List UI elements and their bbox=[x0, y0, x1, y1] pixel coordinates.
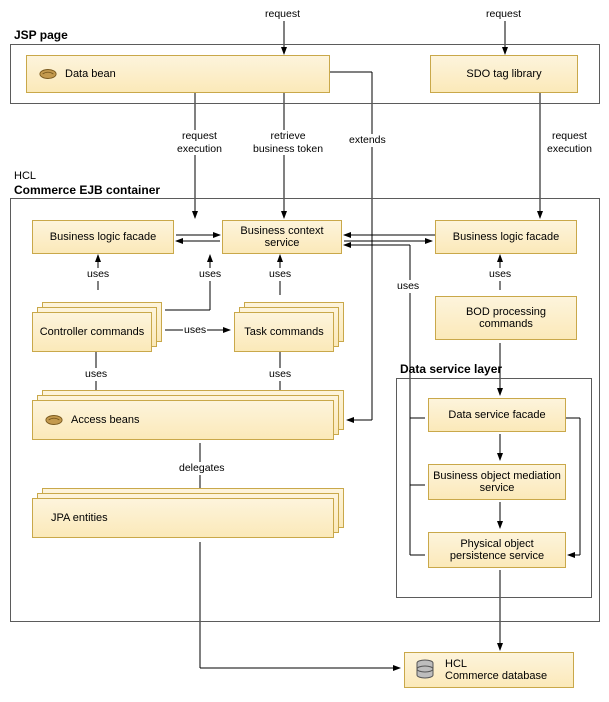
retrieve-label: retrieve business token bbox=[252, 130, 324, 155]
req-exec1-label: request execution bbox=[176, 130, 223, 155]
uses4-label: uses bbox=[488, 268, 512, 281]
boms-label: Business object mediation service bbox=[433, 470, 561, 494]
ejb-title: Commerce EJB container bbox=[14, 183, 160, 197]
task-label: Task commands bbox=[244, 326, 323, 338]
dsl-title: Data service layer bbox=[400, 362, 502, 376]
extends-label: extends bbox=[348, 134, 387, 147]
req2-label: request bbox=[485, 8, 522, 21]
delegates-label: delegates bbox=[178, 462, 226, 475]
sdo-box: SDO tag library bbox=[430, 55, 578, 93]
blf-right-label: Business logic facade bbox=[453, 231, 559, 243]
sdo-label: SDO tag library bbox=[466, 68, 541, 80]
req1-label: request bbox=[264, 8, 301, 21]
bod-box: BOD processing commands bbox=[435, 296, 577, 340]
req-exec2-label: request execution bbox=[546, 130, 593, 155]
db-box: HCL Commerce database bbox=[404, 652, 574, 688]
pops-box: Physical object persistence service bbox=[428, 532, 566, 568]
blf-left-box: Business logic facade bbox=[32, 220, 174, 254]
bcs-label: Business context service bbox=[227, 225, 337, 249]
dsf-label: Data service facade bbox=[448, 409, 545, 421]
uses8-label: uses bbox=[396, 280, 420, 293]
bean-icon bbox=[45, 414, 63, 426]
boms-box: Business object mediation service bbox=[428, 464, 566, 500]
jsp-title: JSP page bbox=[14, 28, 68, 42]
access-label: Access beans bbox=[71, 414, 139, 426]
data-bean-label: Data bean bbox=[65, 68, 116, 80]
task-box: Task commands bbox=[234, 312, 334, 352]
bean-icon bbox=[39, 68, 57, 80]
uses1-label: uses bbox=[86, 268, 110, 281]
data-bean-box: Data bean bbox=[26, 55, 330, 93]
bcs-box: Business context service bbox=[222, 220, 342, 254]
pops-label: Physical object persistence service bbox=[433, 538, 561, 562]
uses2-label: uses bbox=[198, 268, 222, 281]
db-label: HCL Commerce database bbox=[445, 658, 547, 682]
blf-left-label: Business logic facade bbox=[50, 231, 156, 243]
bod-label: BOD processing commands bbox=[440, 306, 572, 330]
uses3-label: uses bbox=[268, 268, 292, 281]
uses5-label: uses bbox=[183, 324, 207, 337]
access-box: Access beans bbox=[32, 400, 334, 440]
dsf-box: Data service facade bbox=[428, 398, 566, 432]
controller-box: Controller commands bbox=[32, 312, 152, 352]
jpa-box: JPA entities bbox=[32, 498, 334, 538]
database-icon bbox=[415, 659, 435, 681]
controller-label: Controller commands bbox=[40, 326, 145, 338]
blf-right-box: Business logic facade bbox=[435, 220, 577, 254]
uses7-label: uses bbox=[268, 368, 292, 381]
uses6-label: uses bbox=[84, 368, 108, 381]
ejb-pre: HCL bbox=[14, 170, 36, 182]
jpa-label: JPA entities bbox=[51, 512, 108, 524]
